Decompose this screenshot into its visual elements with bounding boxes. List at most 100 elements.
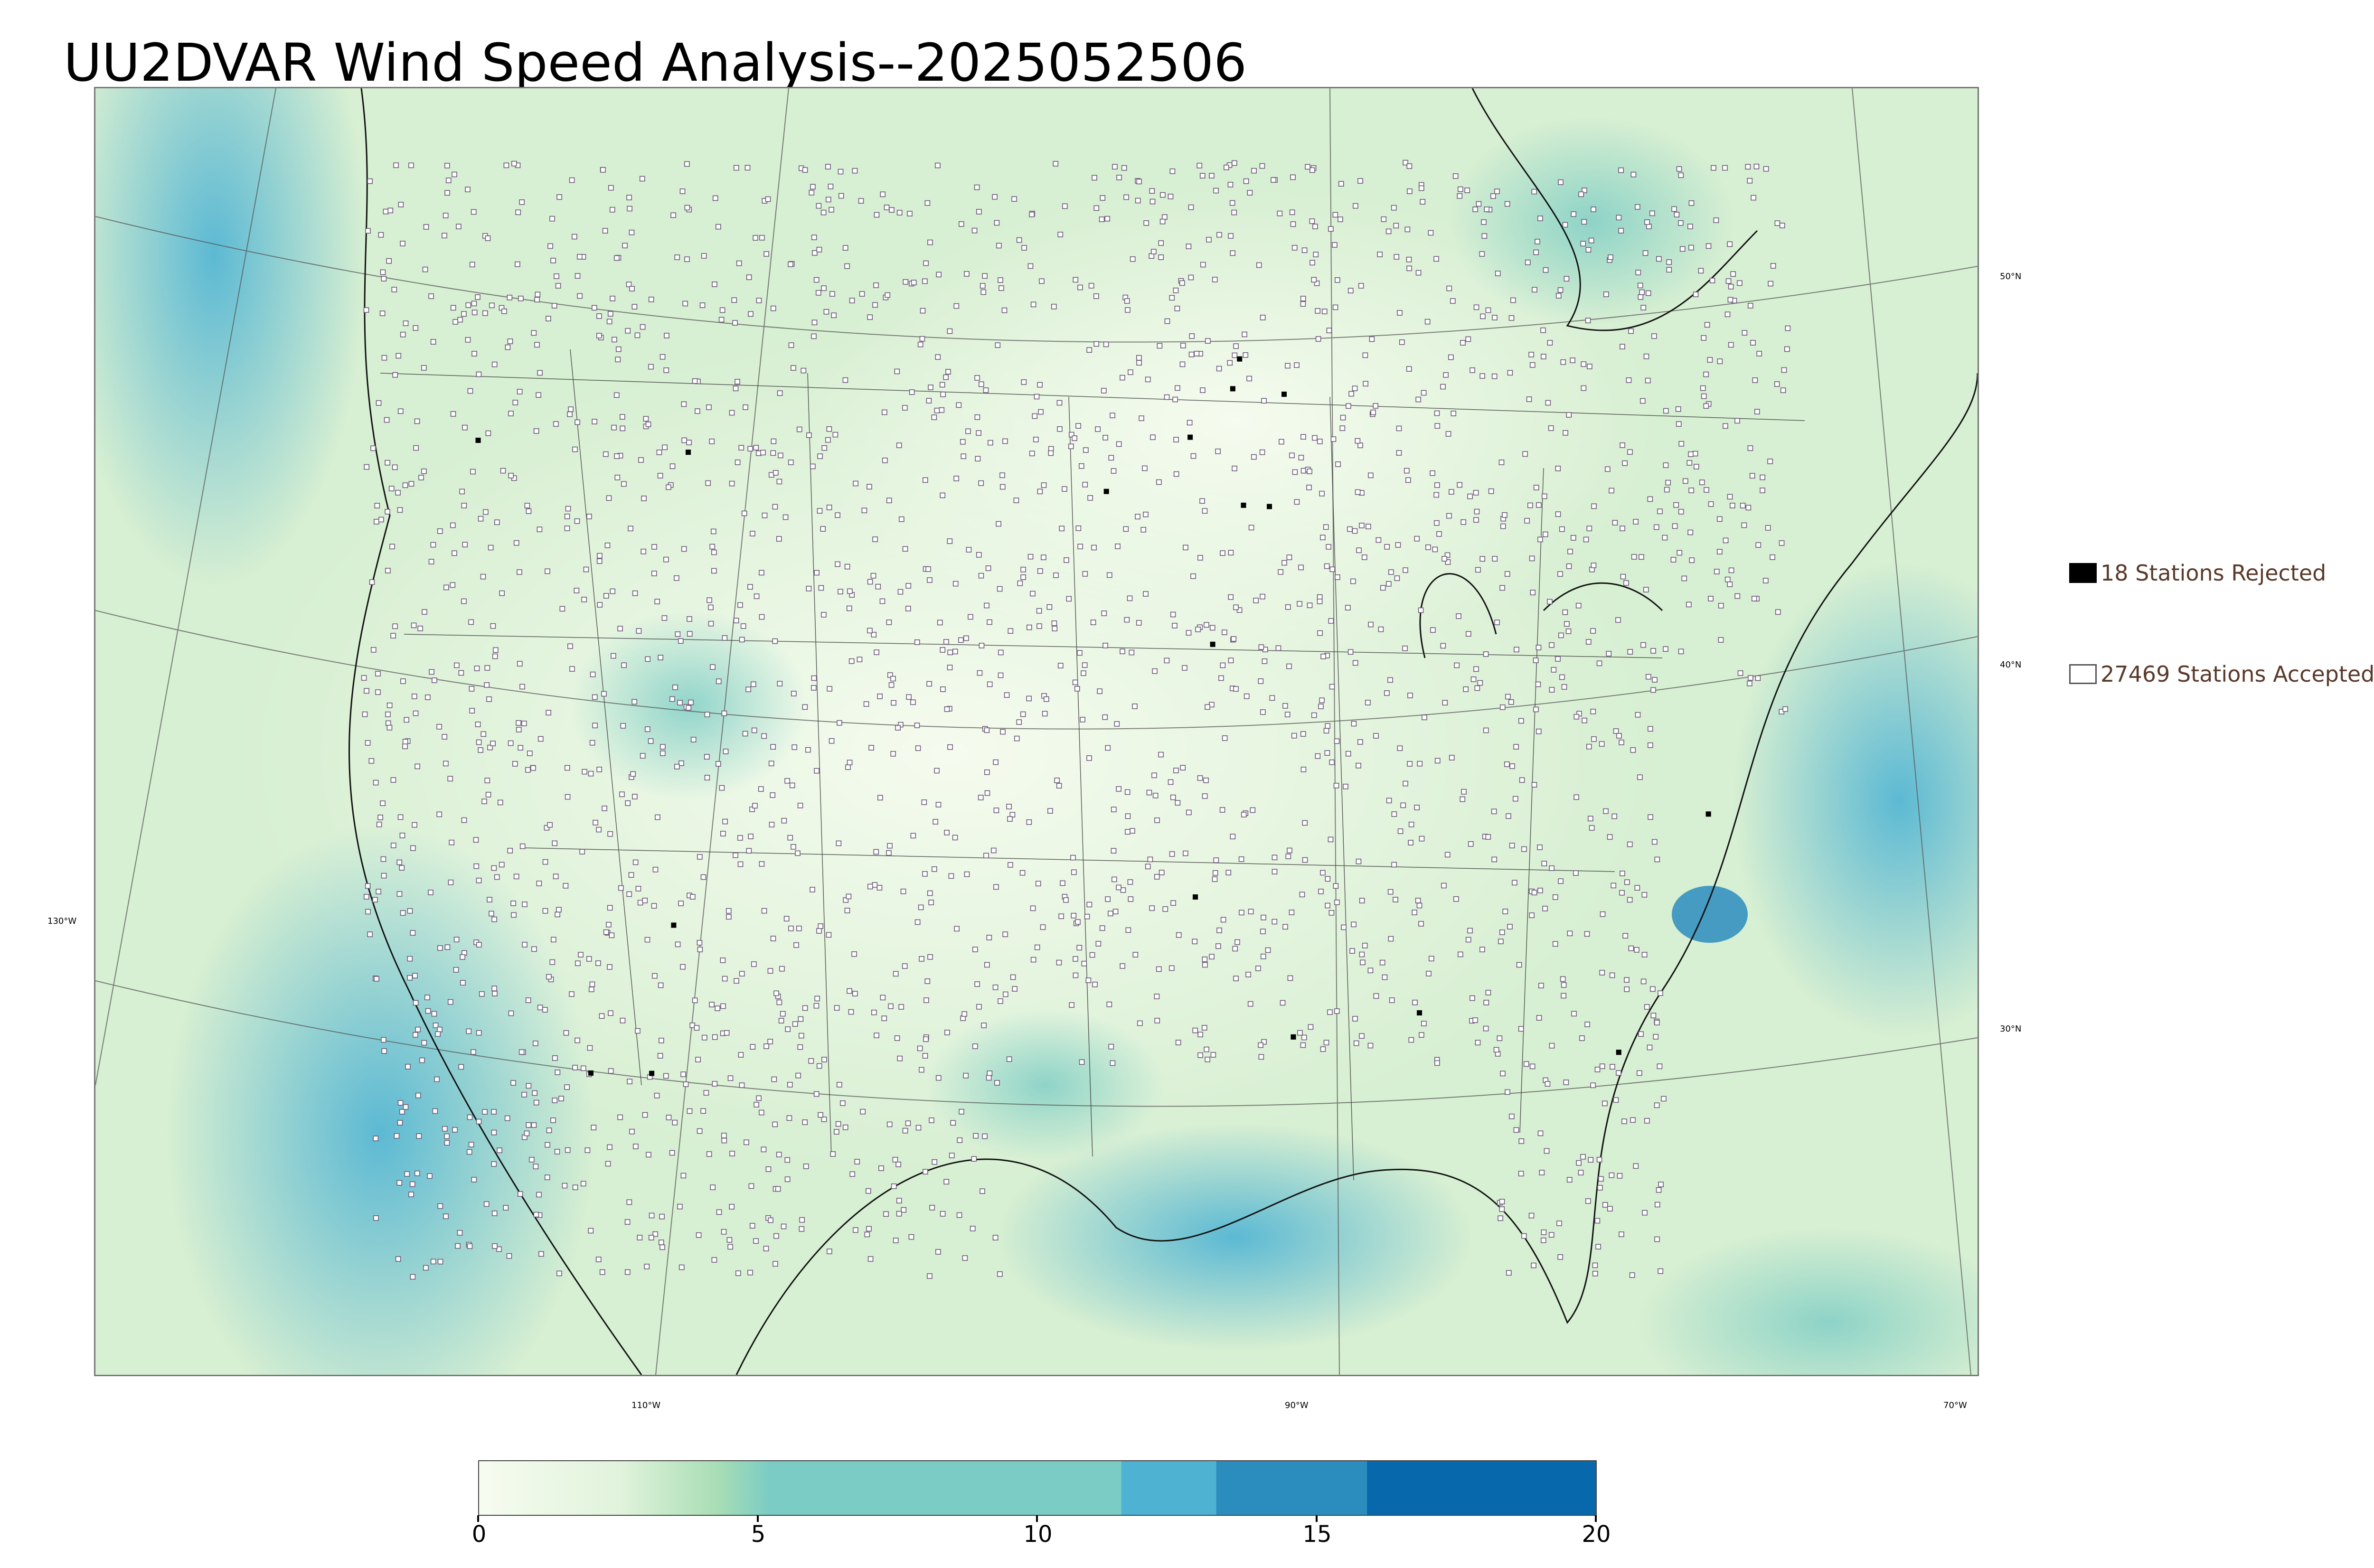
accepted-station-marker xyxy=(1103,341,1109,347)
accepted-station-marker xyxy=(1626,377,1632,383)
accepted-station-marker xyxy=(1051,303,1057,310)
accepted-station-marker xyxy=(1130,828,1135,834)
accepted-station-marker xyxy=(1523,1061,1529,1067)
accepted-station-marker xyxy=(1114,721,1120,727)
accepted-station-marker xyxy=(1742,330,1748,336)
accepted-station-marker xyxy=(1041,482,1047,488)
accepted-station-marker xyxy=(587,1045,593,1051)
rejected-station-marker xyxy=(1241,502,1246,508)
accepted-station-marker xyxy=(412,822,417,828)
accepted-station-marker xyxy=(1350,578,1356,584)
accepted-station-marker xyxy=(1388,936,1394,942)
accepted-station-marker xyxy=(836,840,842,846)
accepted-station-marker xyxy=(1607,834,1613,840)
accepted-station-marker xyxy=(1016,237,1022,243)
accepted-station-marker xyxy=(391,287,397,292)
accepted-station-marker xyxy=(895,725,901,731)
accepted-station-marker xyxy=(652,866,659,873)
accepted-station-marker xyxy=(569,991,575,997)
accepted-station-marker xyxy=(986,935,992,940)
accepted-station-marker xyxy=(733,385,739,392)
accepted-station-marker xyxy=(1679,246,1686,252)
accepted-station-marker xyxy=(1076,945,1083,951)
accepted-station-marker xyxy=(518,745,523,751)
accepted-station-marker xyxy=(747,1269,753,1276)
accepted-station-marker xyxy=(1657,508,1663,515)
accepted-station-marker xyxy=(801,367,807,374)
accepted-station-marker xyxy=(1038,409,1044,415)
accepted-station-marker xyxy=(772,470,779,476)
accepted-station-marker xyxy=(625,328,631,334)
accepted-station-marker xyxy=(1095,941,1102,947)
accepted-station-marker xyxy=(593,819,598,826)
accepted-station-marker xyxy=(1216,366,1222,372)
accepted-station-marker xyxy=(478,516,484,522)
accepted-station-marker xyxy=(677,700,683,705)
accepted-station-marker xyxy=(1071,869,1077,875)
accepted-station-marker xyxy=(1097,688,1102,694)
accepted-station-marker xyxy=(1151,249,1157,254)
accepted-station-marker xyxy=(1125,813,1131,819)
accepted-station-marker xyxy=(692,997,698,1004)
accepted-station-marker xyxy=(1136,620,1142,626)
accepted-station-marker xyxy=(1116,884,1121,891)
accepted-station-marker xyxy=(735,460,741,465)
accepted-station-marker xyxy=(517,1191,523,1197)
accepted-station-marker xyxy=(590,671,596,677)
accepted-station-marker xyxy=(569,177,575,183)
accepted-station-marker xyxy=(1643,587,1649,592)
accepted-station-marker xyxy=(695,1057,701,1062)
accepted-station-marker xyxy=(1326,544,1331,550)
accepted-station-marker xyxy=(1311,277,1317,283)
accepted-station-marker xyxy=(592,419,597,424)
accepted-station-marker xyxy=(433,1023,439,1028)
accepted-station-marker xyxy=(1251,454,1257,460)
accepted-station-marker xyxy=(370,445,376,451)
accepted-station-marker xyxy=(704,712,710,717)
accepted-station-marker xyxy=(1558,878,1564,884)
accepted-station-marker xyxy=(889,207,895,213)
map-panel[interactable] xyxy=(94,87,1979,1376)
accepted-station-marker xyxy=(1508,315,1515,321)
accepted-station-marker xyxy=(600,167,606,173)
accepted-station-marker xyxy=(491,916,497,922)
accepted-station-marker xyxy=(1338,181,1344,187)
accepted-station-marker xyxy=(1699,479,1705,485)
accepted-station-marker xyxy=(574,588,580,593)
accepted-station-marker xyxy=(380,800,386,806)
accepted-station-marker xyxy=(1582,188,1587,193)
accepted-station-marker xyxy=(842,377,848,383)
accepted-station-marker xyxy=(1521,846,1527,852)
accepted-station-marker xyxy=(1073,956,1078,962)
accepted-station-marker xyxy=(998,998,1003,1004)
accepted-station-marker xyxy=(1036,608,1042,614)
accepted-station-marker xyxy=(1330,436,1337,442)
accepted-station-marker xyxy=(657,473,663,479)
accepted-station-marker xyxy=(964,871,970,877)
accepted-station-marker xyxy=(567,411,573,417)
accepted-station-marker xyxy=(709,438,715,444)
accepted-station-marker xyxy=(1408,821,1414,827)
accepted-station-marker xyxy=(1585,318,1591,324)
accepted-station-marker xyxy=(396,353,402,359)
accepted-station-marker xyxy=(1064,557,1069,563)
accepted-station-marker xyxy=(848,658,855,664)
accepted-station-marker xyxy=(511,160,517,167)
accepted-station-marker xyxy=(768,761,774,767)
accepted-station-marker xyxy=(1443,372,1449,378)
accepted-station-marker xyxy=(399,865,405,871)
accepted-station-marker xyxy=(599,1013,605,1019)
accepted-station-marker xyxy=(469,686,475,692)
accepted-station-marker xyxy=(484,682,490,688)
accepted-station-marker xyxy=(992,985,999,990)
accepted-station-marker xyxy=(813,1091,820,1097)
accepted-station-marker xyxy=(747,446,754,452)
accepted-station-marker xyxy=(496,1246,502,1252)
accepted-station-marker xyxy=(811,333,817,339)
accepted-station-marker xyxy=(751,961,757,967)
accepted-station-marker xyxy=(724,1030,730,1036)
accepted-station-marker xyxy=(781,817,787,824)
accepted-station-marker xyxy=(1591,736,1597,742)
accepted-station-marker xyxy=(533,1164,539,1169)
accepted-station-marker xyxy=(1533,706,1539,713)
